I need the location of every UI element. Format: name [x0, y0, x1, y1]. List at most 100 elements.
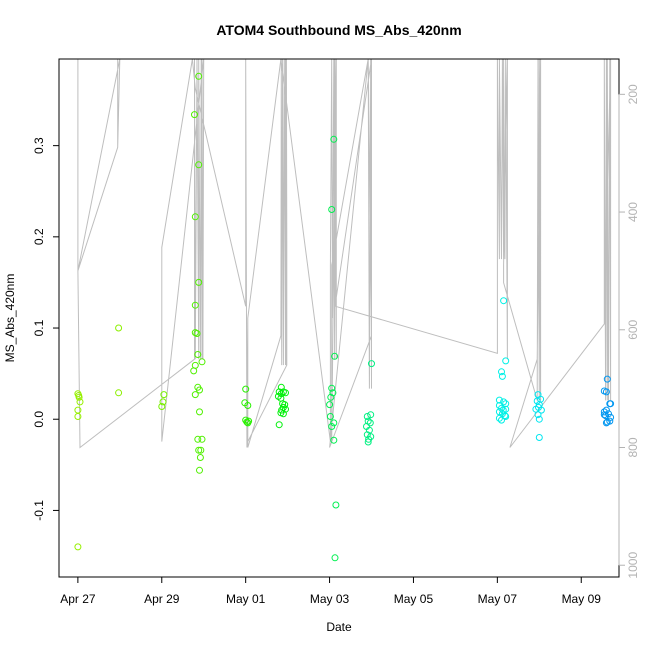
data-point	[198, 435, 206, 443]
data-point	[330, 436, 338, 444]
data-point	[115, 389, 123, 397]
x-tick-label: May 07	[478, 592, 518, 606]
series-cast-may04	[363, 360, 375, 446]
data-point	[328, 206, 336, 213]
data-point	[498, 416, 505, 424]
data-point	[364, 438, 372, 446]
series-cast-apr27	[74, 390, 84, 551]
series-cast-apr29b	[190, 72, 206, 474]
depth-track-line	[77, 58, 612, 449]
data-point	[191, 391, 199, 399]
data-point	[158, 403, 166, 410]
data-point	[363, 413, 371, 420]
data-point	[195, 72, 203, 80]
data-point	[330, 419, 338, 427]
data-point	[495, 396, 503, 404]
x-tick-label: Apr 27	[60, 592, 96, 606]
data-point	[196, 454, 204, 461]
data-point	[328, 423, 336, 430]
series-cast-may01b	[274, 383, 289, 429]
x-tick-label: May 05	[394, 592, 434, 606]
data-point	[328, 384, 336, 392]
data-point	[198, 358, 206, 366]
data-point	[330, 135, 338, 143]
data-point	[197, 446, 205, 454]
data-point	[195, 161, 203, 169]
data-point	[363, 431, 371, 439]
right-tick-label: 600	[626, 319, 640, 339]
data-point	[194, 435, 202, 443]
series-cast-apr28	[115, 324, 123, 397]
data-point	[329, 389, 337, 397]
data-point	[196, 408, 203, 416]
series-cast-may07	[532, 391, 545, 441]
series-cast-apr29	[158, 391, 168, 410]
points-layer	[74, 72, 615, 562]
data-point	[327, 393, 335, 401]
data-point	[535, 434, 543, 441]
data-point	[282, 389, 289, 397]
data-point	[600, 408, 608, 416]
x-tick-label: May 09	[562, 592, 602, 606]
y-tick-label: 0.2	[32, 228, 46, 245]
data-point	[606, 417, 614, 425]
data-point	[160, 391, 168, 399]
data-point	[368, 360, 375, 368]
y-axis-label: MS_Abs_420nm	[3, 274, 17, 363]
data-point	[602, 388, 610, 396]
data-point	[195, 278, 203, 286]
data-point	[194, 351, 202, 358]
x-axis-label: Date	[326, 620, 352, 634]
data-point	[242, 385, 250, 393]
data-point	[196, 386, 203, 394]
data-point	[366, 419, 374, 427]
data-point	[534, 411, 542, 419]
data-point	[115, 324, 123, 332]
series-cast-may03	[326, 135, 340, 562]
data-point	[275, 421, 283, 429]
data-point	[495, 414, 503, 422]
data-point	[500, 398, 508, 406]
data-point	[535, 415, 543, 423]
right-depth-axis: 200 400 600 800 1000	[618, 84, 640, 579]
data-point	[75, 392, 83, 399]
data-point	[326, 413, 334, 420]
y-tick-label: 0.3	[32, 137, 46, 154]
y-tick-label: 0.0	[32, 411, 46, 428]
y-tick-label: -0.1	[32, 500, 46, 521]
right-tick-label: 200	[626, 84, 640, 104]
data-point	[191, 301, 199, 309]
right-tick-label: 800	[626, 437, 640, 457]
right-tick-label: 1000	[626, 552, 640, 579]
series-cast-may01	[241, 385, 253, 427]
series-cast-may06	[495, 297, 510, 424]
data-point	[331, 554, 339, 562]
data-point	[193, 330, 201, 337]
data-point	[365, 426, 373, 434]
data-point	[537, 406, 545, 414]
data-point	[191, 213, 199, 221]
data-point	[607, 413, 615, 421]
data-point	[367, 411, 375, 419]
data-point	[498, 368, 505, 376]
data-point	[502, 413, 510, 420]
data-point	[498, 372, 506, 380]
data-point	[331, 352, 339, 360]
data-point	[500, 297, 508, 305]
data-point	[602, 419, 610, 427]
y-tick-label: 0.1	[32, 319, 46, 336]
data-point	[76, 398, 84, 406]
y-axis: -0.1 0.0 0.1 0.2 0.3	[32, 137, 60, 521]
x-axis: Apr 27 Apr 29 May 01 May 03 May 05 May 07 May …	[60, 576, 602, 606]
plot-frame	[58, 58, 620, 578]
data-point	[332, 501, 340, 509]
x-tick-label: May 01	[226, 592, 266, 606]
x-tick-label: Apr 29	[144, 592, 180, 606]
data-point	[195, 446, 203, 454]
data-point	[74, 413, 82, 420]
data-point	[279, 410, 287, 418]
data-point	[196, 466, 203, 474]
x-tick-label: May 03	[310, 592, 350, 606]
data-point	[159, 398, 167, 406]
